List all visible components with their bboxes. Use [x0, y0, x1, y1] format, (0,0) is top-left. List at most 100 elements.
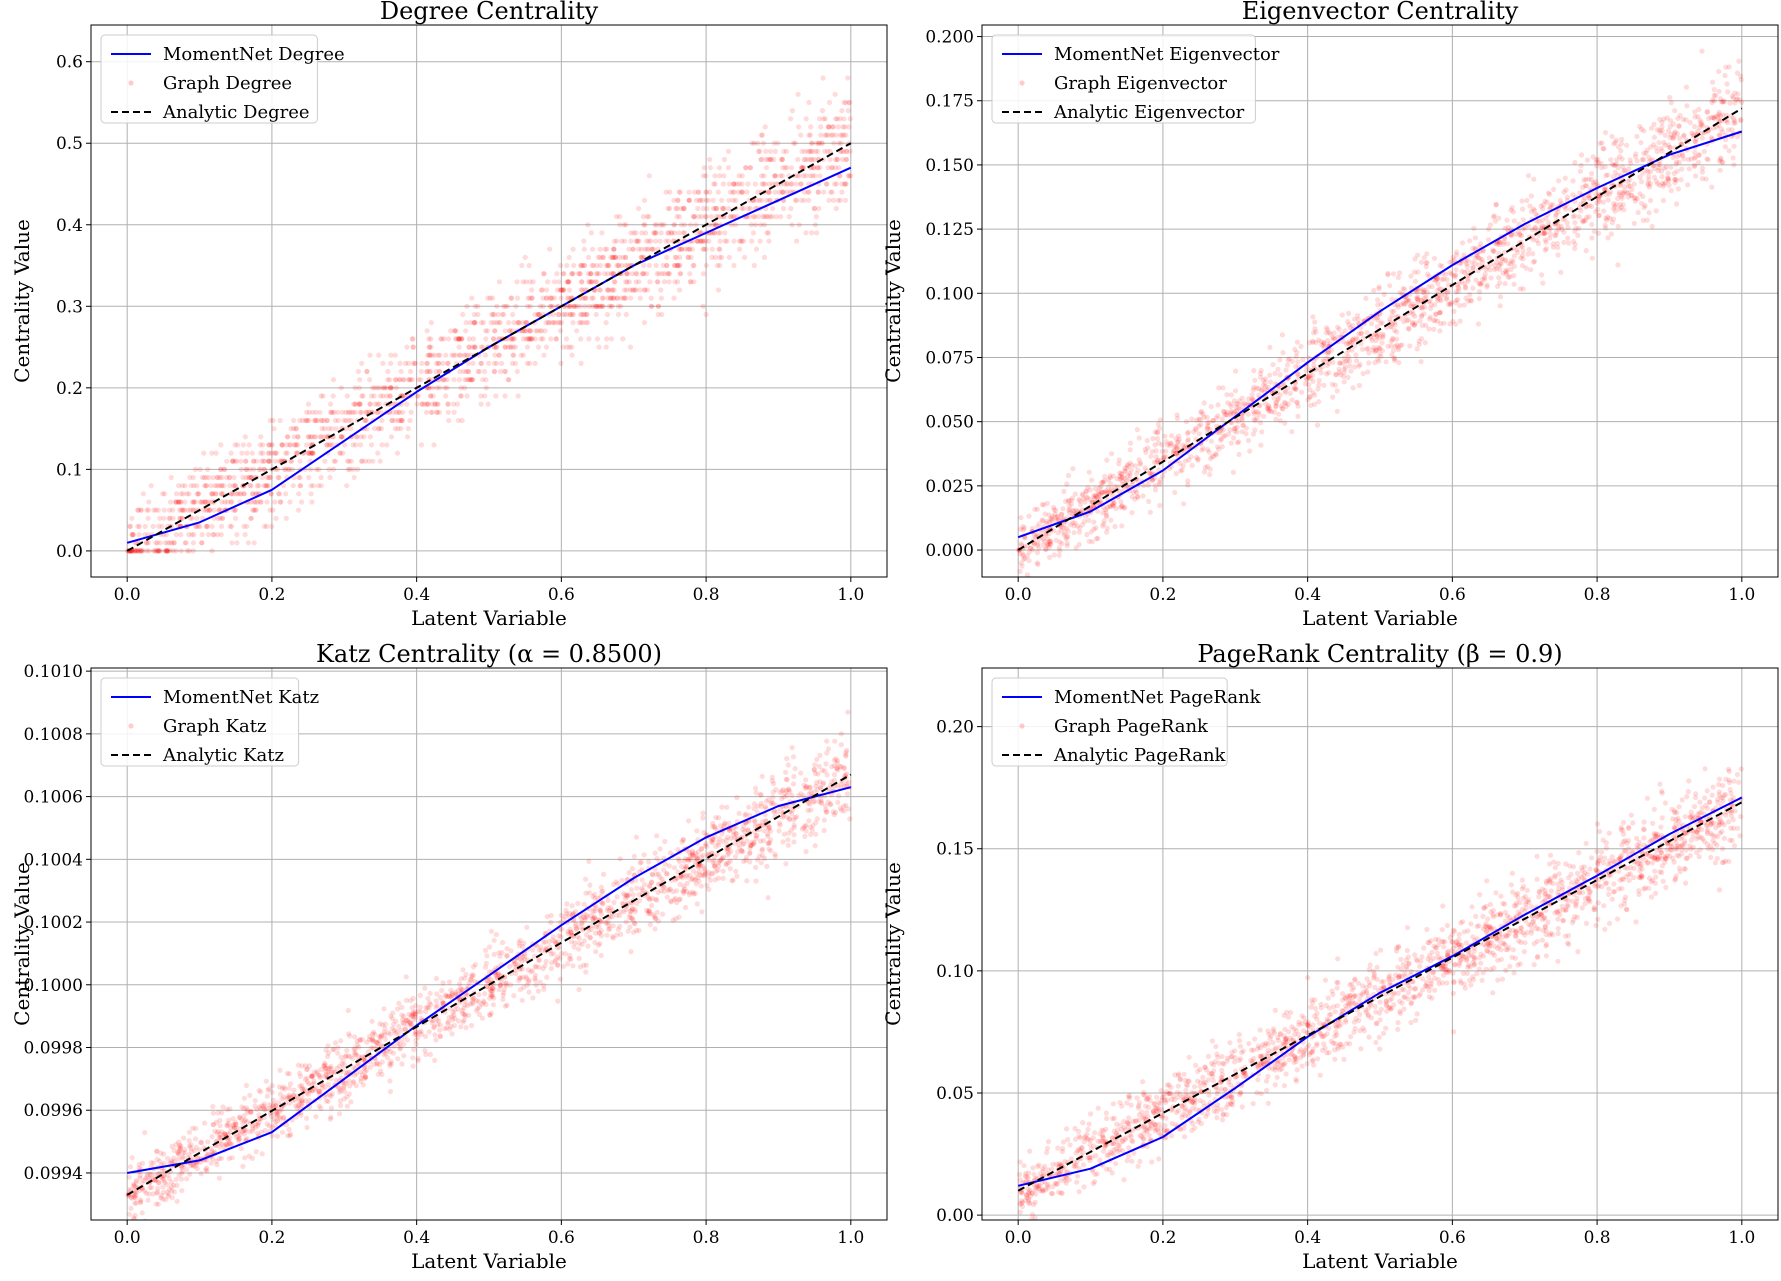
scatter-point	[410, 336, 416, 342]
scatter-point	[1173, 436, 1179, 442]
scatter-point	[268, 491, 274, 497]
scatter-point	[390, 1010, 396, 1016]
scatter-point	[129, 532, 135, 538]
scatter-point	[1666, 182, 1672, 188]
scatter-point	[1583, 176, 1589, 182]
scatter-point	[1508, 233, 1514, 239]
scatter-point	[628, 295, 634, 301]
scatter-point	[443, 352, 449, 358]
scatter-point	[609, 254, 615, 260]
scatter-point	[546, 320, 552, 326]
scatter-point	[468, 1022, 475, 1029]
scatter-point	[568, 303, 574, 309]
scatter-point	[833, 205, 839, 212]
scatter-point	[1383, 359, 1389, 365]
scatter-point	[743, 811, 749, 817]
scatter-point	[843, 181, 849, 187]
scatter-point	[1280, 350, 1286, 356]
scatter-point	[647, 279, 653, 285]
scatter-point	[263, 483, 269, 489]
scatter-point	[1667, 144, 1673, 151]
scatter-point	[1069, 495, 1076, 501]
scatter-point	[1261, 413, 1267, 419]
scatter-point	[815, 165, 821, 171]
scatter-point	[674, 205, 680, 212]
scatter-point	[827, 148, 833, 154]
scatter-point	[127, 523, 133, 530]
scatter-point	[1321, 382, 1327, 388]
scatter-point	[704, 205, 710, 212]
scatter-point	[132, 548, 138, 554]
scatter-point	[689, 848, 696, 854]
scatter-point	[456, 344, 462, 350]
scatter-point	[1547, 226, 1553, 232]
scatter-point	[458, 976, 464, 982]
scatter-point	[1416, 341, 1422, 347]
scatter-point	[309, 434, 315, 440]
scatter-point	[710, 222, 716, 228]
scatter-point	[213, 450, 219, 456]
scatter-point	[214, 474, 220, 481]
scatter-point	[1254, 415, 1260, 421]
scatter-point	[337, 450, 343, 456]
scatter-point	[264, 474, 270, 481]
scatter-point	[1104, 529, 1110, 535]
scatter-point	[1104, 504, 1110, 511]
scatter-point	[1020, 551, 1026, 557]
scatter-point	[1130, 481, 1136, 487]
scatter-point	[1646, 177, 1652, 183]
scatter-point	[1379, 320, 1385, 326]
scatter-point	[338, 1087, 344, 1094]
scatter-point	[1039, 502, 1045, 508]
scatter-point	[759, 156, 765, 163]
scatter-point	[663, 189, 669, 195]
scatter-point	[1295, 413, 1301, 419]
scatter-point	[1347, 363, 1353, 369]
scatter-point	[564, 303, 571, 309]
scatter-point	[1418, 259, 1424, 265]
scatter-point	[1405, 298, 1411, 304]
scatter-point	[483, 328, 489, 334]
scatter-point	[551, 951, 557, 957]
scatter-point	[305, 450, 311, 456]
scatter-point	[556, 933, 562, 939]
scatter-point	[419, 401, 425, 407]
scatter-point	[1310, 390, 1316, 396]
scatter-point	[1083, 489, 1089, 495]
scatter-point	[191, 483, 197, 489]
scatter-point	[1672, 129, 1678, 135]
scatter-point	[622, 238, 628, 244]
scatter-point	[405, 434, 411, 440]
scatter-point	[832, 165, 839, 171]
scatter-point	[655, 311, 661, 318]
scatter-point	[392, 417, 398, 424]
scatter-point	[472, 320, 478, 326]
scatter-point	[521, 328, 528, 334]
scatter-point	[621, 287, 628, 293]
scatter-point	[1672, 180, 1678, 186]
scatter-point	[1344, 358, 1350, 364]
scatter-point	[769, 214, 775, 220]
scatter-point	[1508, 261, 1514, 267]
scatter-point	[225, 499, 231, 505]
scatter-point	[801, 156, 807, 163]
scatter-point	[842, 197, 849, 203]
scatter-point	[1498, 261, 1504, 267]
scatter-point	[580, 320, 586, 326]
scatter-point	[1266, 404, 1272, 410]
scatter-point	[539, 287, 545, 293]
scatter-point	[450, 1017, 456, 1023]
plot-marks	[125, 709, 853, 1220]
scatter-point	[375, 409, 381, 415]
scatter-point	[144, 540, 150, 546]
scatter-point	[1064, 540, 1070, 546]
scatter-point	[482, 991, 488, 997]
scatter-point	[1265, 408, 1272, 414]
scatter-point	[157, 1158, 163, 1164]
scatter-point	[819, 767, 825, 774]
scatter-point	[597, 907, 603, 913]
scatter-point	[1651, 121, 1657, 127]
scatter-point	[577, 303, 584, 309]
scatter-point	[1503, 257, 1509, 263]
scatter-point	[1228, 440, 1234, 446]
